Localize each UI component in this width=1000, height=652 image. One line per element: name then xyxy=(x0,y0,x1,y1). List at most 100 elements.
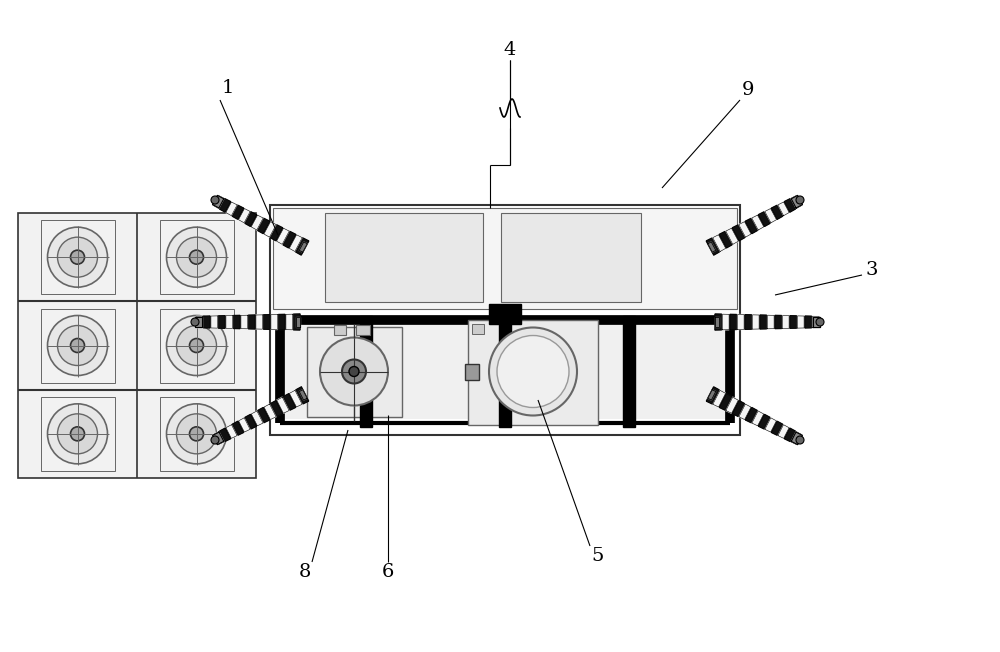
Text: 6: 6 xyxy=(382,563,394,581)
Circle shape xyxy=(796,196,804,204)
Polygon shape xyxy=(753,315,759,329)
Bar xyxy=(40,220,114,294)
Polygon shape xyxy=(768,315,774,329)
Bar xyxy=(40,397,114,471)
Polygon shape xyxy=(239,209,250,223)
Bar xyxy=(325,213,483,302)
Text: 9: 9 xyxy=(742,81,754,99)
Polygon shape xyxy=(715,318,719,327)
Polygon shape xyxy=(299,242,307,252)
Polygon shape xyxy=(251,411,263,426)
Polygon shape xyxy=(732,225,745,241)
Polygon shape xyxy=(258,218,270,233)
Polygon shape xyxy=(775,316,782,329)
Bar xyxy=(270,205,740,435)
Polygon shape xyxy=(791,196,802,209)
Polygon shape xyxy=(722,314,729,330)
Polygon shape xyxy=(289,235,302,252)
Polygon shape xyxy=(219,199,231,212)
Text: 8: 8 xyxy=(299,563,311,581)
Polygon shape xyxy=(245,415,257,429)
Polygon shape xyxy=(708,242,716,252)
Polygon shape xyxy=(730,314,737,330)
Text: 1: 1 xyxy=(222,79,234,97)
Polygon shape xyxy=(196,316,202,328)
Polygon shape xyxy=(296,387,309,404)
Polygon shape xyxy=(218,316,225,329)
Polygon shape xyxy=(784,199,796,212)
Polygon shape xyxy=(213,196,224,209)
Polygon shape xyxy=(270,225,283,241)
Polygon shape xyxy=(791,432,802,445)
Bar xyxy=(465,364,479,379)
Text: 4: 4 xyxy=(504,41,516,59)
Polygon shape xyxy=(758,212,770,226)
Circle shape xyxy=(796,436,804,444)
Polygon shape xyxy=(805,316,812,328)
Circle shape xyxy=(349,366,359,376)
Text: 5: 5 xyxy=(592,547,604,565)
Polygon shape xyxy=(771,205,783,219)
Circle shape xyxy=(48,227,108,287)
Polygon shape xyxy=(286,314,292,330)
Polygon shape xyxy=(745,315,752,329)
Circle shape xyxy=(58,237,98,277)
Polygon shape xyxy=(758,415,770,429)
Polygon shape xyxy=(296,238,309,255)
Polygon shape xyxy=(293,314,300,330)
Circle shape xyxy=(191,318,199,326)
Polygon shape xyxy=(233,316,240,329)
Polygon shape xyxy=(778,202,789,216)
Polygon shape xyxy=(778,424,789,438)
Polygon shape xyxy=(706,238,719,255)
Circle shape xyxy=(48,404,108,464)
Polygon shape xyxy=(226,424,237,438)
Polygon shape xyxy=(256,315,262,329)
Circle shape xyxy=(70,338,84,353)
Bar xyxy=(468,319,598,424)
Circle shape xyxy=(497,336,569,408)
Polygon shape xyxy=(791,432,802,445)
Polygon shape xyxy=(277,397,289,413)
Polygon shape xyxy=(232,421,244,436)
Polygon shape xyxy=(726,397,738,413)
Polygon shape xyxy=(708,390,716,400)
Bar xyxy=(489,304,521,324)
Polygon shape xyxy=(258,408,270,422)
Polygon shape xyxy=(226,316,232,329)
Polygon shape xyxy=(732,400,745,417)
Polygon shape xyxy=(813,317,820,327)
Polygon shape xyxy=(719,394,732,410)
Polygon shape xyxy=(277,228,289,244)
Polygon shape xyxy=(791,196,802,208)
Polygon shape xyxy=(739,404,751,419)
Bar xyxy=(499,316,511,427)
Polygon shape xyxy=(241,315,248,329)
Polygon shape xyxy=(245,212,257,226)
Polygon shape xyxy=(283,394,296,410)
Polygon shape xyxy=(239,418,250,432)
Polygon shape xyxy=(251,215,263,230)
Bar xyxy=(623,316,635,427)
Text: 3: 3 xyxy=(866,261,878,279)
Polygon shape xyxy=(798,316,804,328)
Polygon shape xyxy=(278,314,285,330)
Polygon shape xyxy=(220,428,231,441)
Polygon shape xyxy=(213,196,224,208)
Bar xyxy=(334,325,346,334)
Circle shape xyxy=(58,325,98,366)
Polygon shape xyxy=(213,432,224,445)
Polygon shape xyxy=(263,315,270,329)
Polygon shape xyxy=(760,315,767,329)
Polygon shape xyxy=(211,316,218,328)
Circle shape xyxy=(176,325,216,366)
Bar xyxy=(356,325,370,334)
Polygon shape xyxy=(745,408,757,422)
Polygon shape xyxy=(745,218,757,233)
Polygon shape xyxy=(232,205,244,219)
Polygon shape xyxy=(812,316,819,328)
Circle shape xyxy=(176,237,216,277)
Circle shape xyxy=(320,338,388,406)
Polygon shape xyxy=(782,316,789,329)
Circle shape xyxy=(190,338,204,353)
